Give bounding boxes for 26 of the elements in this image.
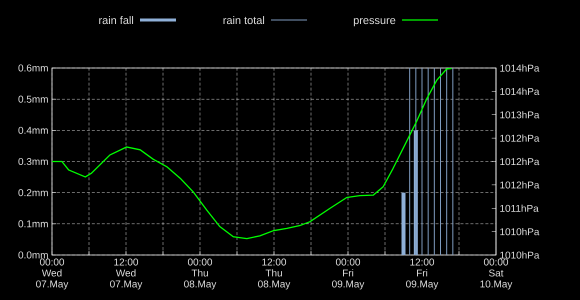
- x-tick-label: 00:00 Fri 09.May: [332, 258, 364, 290]
- y-tick-label: 0.0mm: [18, 251, 48, 259]
- y2-tick-label: 1012hPa: [500, 158, 540, 166]
- y2-tick-label: 1013hPa: [500, 111, 540, 118]
- y2-tick-label: 1010hPa: [500, 228, 540, 236]
- y-tick-label: 0.2mm: [18, 189, 48, 196]
- y-tick-label: 0.3mm: [18, 158, 48, 166]
- x-tick-label: 12:00 Thu 08.May: [258, 258, 290, 290]
- x-tick-label: 00:00 Sat 10.May: [480, 258, 512, 290]
- x-tick-label: 00:00 Thu 08.May: [184, 258, 216, 290]
- legend-label: pressure: [354, 18, 396, 26]
- y2-tick-label: 1012hPa: [500, 134, 540, 142]
- x-tick-label: 00:00 Wed 07.May: [36, 258, 68, 290]
- y-tick-label: 0.6mm: [18, 64, 48, 72]
- y2-tick-label: 1014hPa: [500, 64, 540, 72]
- legend-label: rain fall: [99, 16, 134, 24]
- x-tick-label: 12:00 Wed 07.May: [110, 258, 142, 290]
- y2-tick-label: 1011hPa: [500, 204, 539, 212]
- y-tick-label: 0.4mm: [18, 126, 48, 134]
- y2-tick-label: 1014hPa: [500, 88, 540, 96]
- y2-tick-label: 1012hPa: [500, 181, 540, 189]
- x-tick-label: 12:00 Fri 09.May: [406, 258, 438, 290]
- y-tick-label: 0.1mm: [18, 220, 48, 228]
- y2-tick-label: 1010hPa: [500, 251, 540, 259]
- y-tick-label: 0.5mm: [18, 96, 48, 103]
- legend-label: rain total: [224, 16, 264, 24]
